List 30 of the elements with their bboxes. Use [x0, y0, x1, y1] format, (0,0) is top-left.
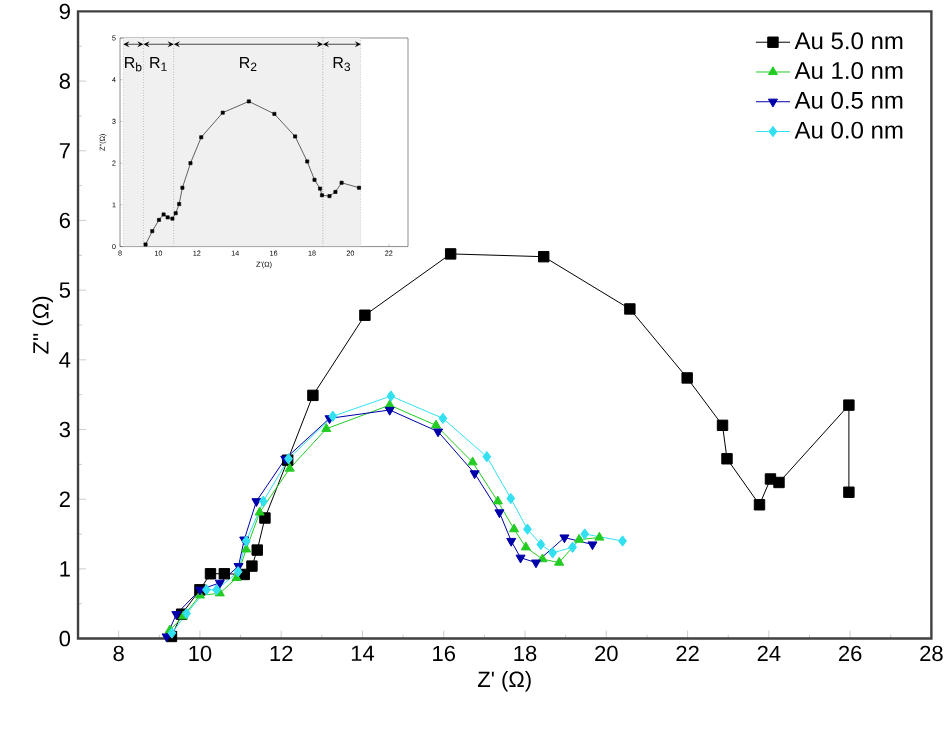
legend-label: Au 0.0 nm — [794, 121, 903, 139]
y-tick-label: 7 — [59, 143, 70, 159]
y-axis-title: Z'' (Ω) — [32, 296, 53, 354]
x-tick-label: 22 — [676, 645, 699, 661]
x-tick-label: 12 — [270, 645, 293, 661]
x-tick-label: 16 — [433, 645, 455, 662]
x-tick-label: 26 — [838, 645, 862, 662]
x-tick-label: 28 — [920, 645, 943, 662]
y-tick-label: 6 — [59, 212, 70, 229]
x-axis-title: Z' (Ω) — [477, 670, 531, 692]
y-tick-label: 0 — [59, 630, 71, 647]
y-tick-label: 9 — [59, 3, 70, 20]
y-tick-label: 1 — [60, 561, 70, 577]
y-tick-label: 5 — [59, 282, 71, 298]
band-label: R$_{b}$ — [125, 57, 142, 72]
band-label: R$_{1}$ — [150, 57, 167, 71]
legend-label: Au 1.0 nm — [794, 62, 903, 80]
legend-label: Au 5.0 nm — [794, 32, 903, 50]
y-tick-label: 4 — [59, 352, 71, 368]
y-tick-label: 2 — [59, 491, 70, 507]
x-tick-label: 20 — [595, 645, 618, 662]
x-tick-label: 24 — [757, 645, 781, 661]
x-tick-label: 18 — [514, 645, 537, 662]
legend-label: Au 0.5 nm — [794, 91, 903, 109]
y-tick-label: 3 — [59, 421, 70, 438]
band-label: R$_{3}$ — [333, 57, 351, 72]
y-tick-label: 8 — [59, 73, 70, 89]
x-tick-label: 10 — [189, 645, 212, 662]
x-tick-label: 14 — [351, 645, 375, 661]
band-label: R$_{2}$ — [240, 57, 257, 71]
